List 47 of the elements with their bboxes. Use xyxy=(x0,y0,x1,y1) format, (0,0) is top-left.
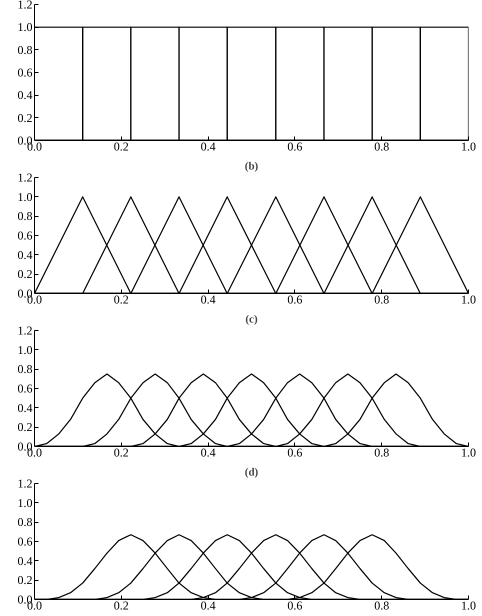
chart-title: (d) xyxy=(244,466,259,478)
y-tick-label: 0.4 xyxy=(18,248,32,262)
x-tick-label: 0.4 xyxy=(200,140,216,154)
y-tick-label: 1.0 xyxy=(18,496,32,510)
x-tick-label: 0.8 xyxy=(374,292,390,306)
x-tick-label: 0.6 xyxy=(287,446,302,460)
x-tick-label: 0.2 xyxy=(114,598,129,612)
y-tick-label: 0.8 xyxy=(18,42,32,57)
x-tick-label: 0.8 xyxy=(374,446,390,460)
x-tick-label: 1.0 xyxy=(461,598,476,612)
x-tick-label: 0.4 xyxy=(200,598,216,612)
chart-title: (b) xyxy=(244,160,259,172)
x-tick-label: 1.0 xyxy=(461,446,476,460)
y-tick-label: 1.2 xyxy=(18,324,32,338)
x-tick-label: 0.2 xyxy=(114,292,129,306)
y-tick-label: 1.2 xyxy=(18,170,32,184)
y-tick-label: 0.2 xyxy=(18,420,32,434)
x-tick-label: 0.2 xyxy=(114,140,129,154)
y-tick-label: 0.6 xyxy=(18,228,32,242)
y-tick-label: 0.8 xyxy=(18,515,32,530)
y-tick-label: 0.6 xyxy=(18,382,32,396)
x-tick-label: 1.0 xyxy=(461,140,476,154)
y-tick-label: 0.4 xyxy=(18,554,32,568)
y-tick-label: 1.0 xyxy=(18,342,32,357)
y-tick-label: 0.6 xyxy=(18,534,32,548)
y-tick-label: 1.0 xyxy=(18,190,32,204)
x-tick-label: 0.6 xyxy=(287,292,302,306)
x-tick-label: 0.4 xyxy=(200,446,216,460)
y-tick-label: 1.2 xyxy=(18,476,32,490)
y-tick-label: 1.0 xyxy=(18,20,32,34)
y-tick-label: 0.6 xyxy=(18,66,32,80)
y-tick-label: 0.4 xyxy=(18,88,32,102)
x-tick-label: 0.4 xyxy=(200,292,216,306)
x-tick-label: 0.8 xyxy=(374,598,390,612)
x-tick-label: 0.8 xyxy=(374,140,390,154)
x-tick-label: 0.6 xyxy=(287,598,302,612)
y-tick-label: 0.8 xyxy=(18,362,32,376)
y-tick-label: 0.4 xyxy=(18,400,32,415)
y-tick-label: 0.2 xyxy=(18,267,32,282)
y-tick-label: 0.2 xyxy=(18,573,32,588)
y-tick-label: 1.2 xyxy=(18,0,32,12)
y-tick-label: 0.8 xyxy=(18,209,32,224)
y-tick-label: 0.2 xyxy=(18,110,32,125)
chart-title: (c) xyxy=(245,314,258,326)
x-tick-label: 0.2 xyxy=(114,446,129,460)
x-tick-label: 1.0 xyxy=(461,292,476,306)
x-tick-label: 0.6 xyxy=(287,140,302,154)
